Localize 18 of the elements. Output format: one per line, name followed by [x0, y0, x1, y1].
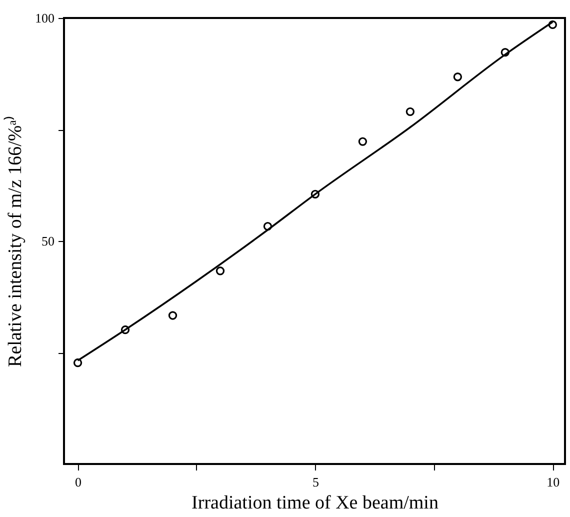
y-tick-label: 100 [35, 10, 54, 26]
y-tick-label: 50 [42, 234, 54, 248]
point [263, 222, 272, 231]
x-tick-label: 5 [312, 474, 319, 490]
point [500, 48, 510, 57]
x-tick-label: 10 [546, 474, 560, 490]
point [120, 325, 130, 334]
point [453, 72, 462, 82]
x-axis-title: Irradiation time of Xe beam/min [192, 492, 439, 514]
y-axis-title: Relative intensity of m/z 166/%ᵃ⁾ [3, 116, 26, 367]
point [73, 358, 82, 368]
point [548, 20, 557, 30]
point [358, 137, 368, 146]
point [168, 311, 178, 320]
point [310, 190, 320, 198]
point [406, 107, 415, 116]
point [216, 266, 225, 276]
x-tick-label: 0 [75, 474, 82, 490]
